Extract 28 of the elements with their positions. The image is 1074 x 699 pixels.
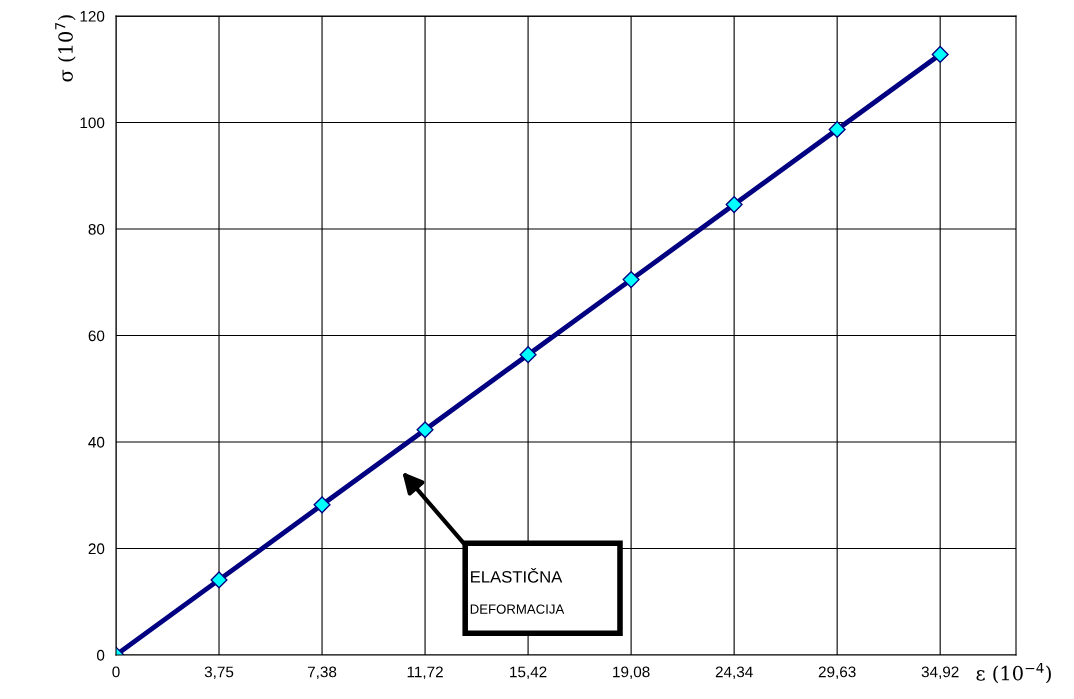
point — [519, 346, 537, 364]
annotation: DEFORMACIJA — [470, 604, 565, 614]
x-tick-label: 24,34 — [715, 666, 753, 680]
x-tick-label: 29,63 — [818, 666, 856, 680]
x-tick-label: 11,72 — [407, 666, 443, 680]
point — [828, 120, 846, 139]
point — [416, 421, 434, 439]
y-tick-label: 40 — [88, 436, 105, 448]
x-tick-label: 3,75 — [204, 666, 234, 680]
point — [210, 571, 228, 589]
y-tick-label: 0 — [96, 649, 105, 661]
y-tick-label: 120 — [80, 10, 105, 22]
x-tick-label: 19,08 — [613, 666, 650, 680]
x-tick-label: 7,38 — [307, 666, 337, 680]
point — [313, 496, 331, 514]
point — [931, 45, 949, 63]
y-tick-label: 60 — [88, 330, 105, 342]
x-axis-title: ε (10$^{−4}$) — [976, 662, 1051, 684]
y-tick-label: 80 — [88, 223, 105, 235]
x-tick-label: 15,42 — [510, 666, 547, 680]
x-tick-label: 0 — [112, 666, 120, 678]
y-tick-label: 100 — [80, 117, 105, 129]
point — [725, 195, 743, 214]
annotation: ELASTIČNA — [471, 568, 563, 583]
x-tick-label: 34,92 — [921, 666, 959, 680]
y-axis-title: σ (10$^{7}$) — [55, 15, 76, 82]
y-tick-label: 20 — [88, 543, 105, 555]
point — [622, 271, 640, 289]
